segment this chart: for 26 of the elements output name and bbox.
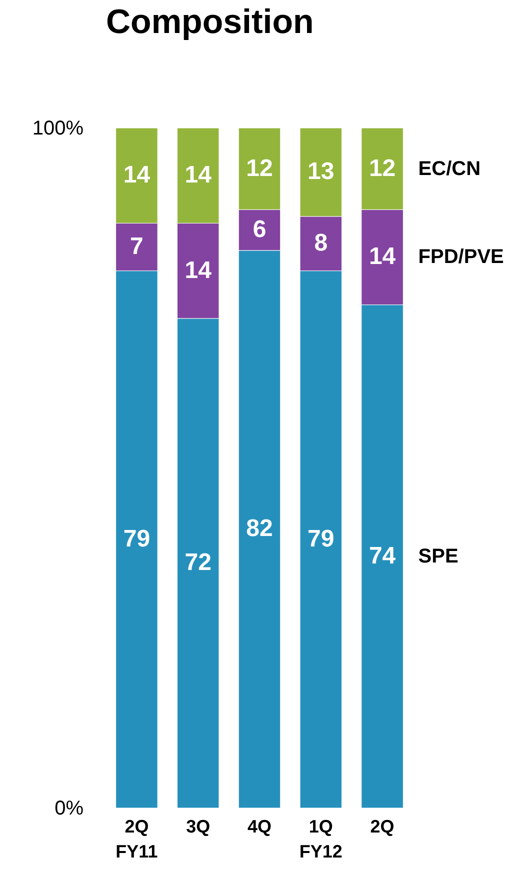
x-tick-label: 3Q (186, 816, 210, 836)
series-label: EC/CN (418, 158, 481, 180)
data-label: 14 (184, 256, 212, 284)
data-label: 79 (308, 525, 334, 552)
data-label: 7 (130, 233, 144, 260)
chart-title: Composition (106, 3, 314, 41)
data-label: 6 (252, 216, 266, 243)
y-tick-label: 100% (32, 118, 84, 140)
y-tick-label: 0% (54, 798, 84, 820)
data-label: 14 (368, 243, 396, 270)
series-label: SPE (418, 545, 458, 568)
data-label: 74 (368, 542, 396, 570)
series-label: FPD/PVE (418, 246, 504, 268)
x-tick-label: 2Q (370, 816, 394, 836)
x-tick-label: 1Q FY12 (299, 816, 342, 862)
data-label: 14 (123, 162, 151, 189)
data-label: 82 (246, 515, 273, 542)
data-label: 12 (368, 154, 396, 182)
data-label: 12 (246, 154, 273, 182)
data-label: 79 (123, 525, 150, 552)
x-tick-label: 2Q FY11 (116, 816, 158, 862)
data-label: 8 (314, 230, 328, 257)
x-tick-label: 4Q (247, 816, 272, 836)
data-label: 13 (308, 158, 334, 186)
data-label: 72 (184, 549, 212, 576)
data-label: 14 (184, 162, 212, 189)
